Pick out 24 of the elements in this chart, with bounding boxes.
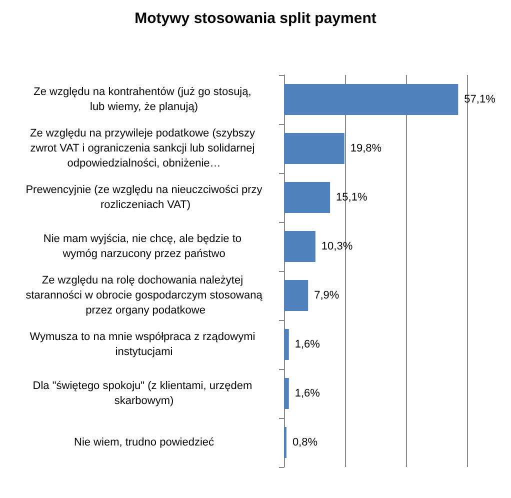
y-tick-label: Prewencyjnie (ze względu na nieuczciwości przy rozliczeniach VAT) [26,184,263,211]
data-label: 7,9% [314,290,340,302]
bar [284,280,308,311]
y-tick-label: Nie wiem, trudno powiedzieć [74,436,214,448]
bar [284,133,344,164]
bar [284,231,316,262]
data-label: 19,8% [350,142,382,154]
chart-title: Motywy stosowania split payment [134,10,376,27]
y-tick-label: Dla "świętego spokoju" (z klientami, urzędem skarbowym) [32,380,256,407]
y-tick-label: Ze względu na kontrahentów (już go stosują, lub wiemy, że planują) [34,86,254,113]
data-label: 10,3% [321,240,353,252]
y-tick-label: Ze względu na przywileje podatkowe (szybszy zwrot VAT i ograniczenia sankcji lub solidarnej odpowiedzialności, obniżenie… [30,128,258,170]
bar [284,378,289,409]
bar [284,84,458,115]
y-tick-label: Ze względu na rolę dochowania należytej staranności w obrocie gospodarczym stosowaną przez organy podatkowe [26,274,264,316]
data-label: 0,8% [292,436,318,448]
bar [284,329,289,360]
bar [284,182,330,213]
y-tick-label: Wymusza to na mnie współpraca z rządowymi instytucjami [30,331,258,358]
data-label: 1,6% [294,338,320,350]
data-label: 15,1% [336,192,368,204]
y-tick-label: Nie mam wyjścia, nie chcę, ale będzie to wymóg narzucony przez państwo [43,233,245,260]
data-label: 1,6% [294,388,320,400]
data-label: 57,1% [464,94,496,106]
